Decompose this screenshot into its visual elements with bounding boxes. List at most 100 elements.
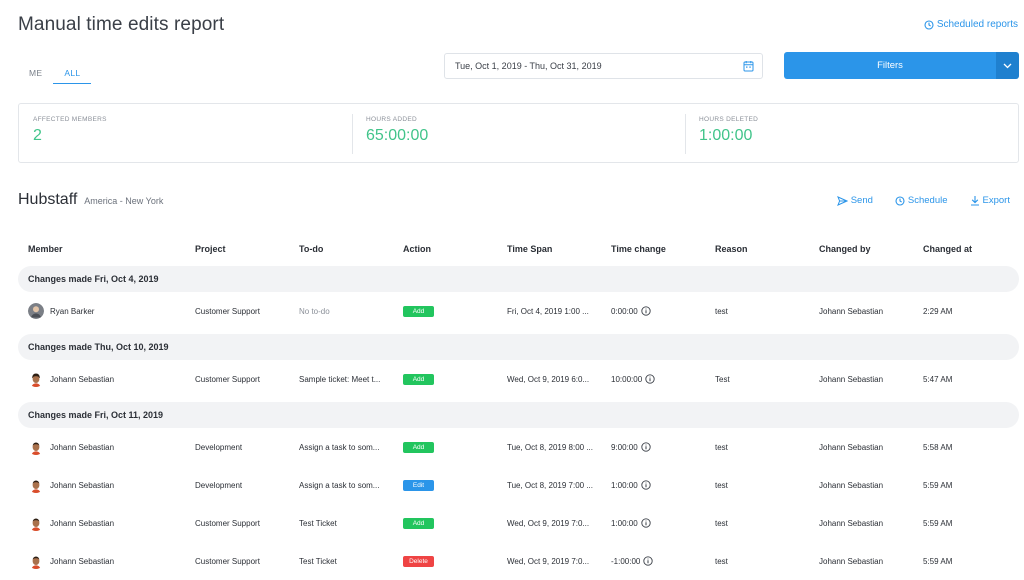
summary-panel: AFFECTED MEMBERS 2 HOURS ADDED 65:00:00 … xyxy=(18,103,1019,163)
todo-cell: Assign a task to som... xyxy=(299,480,380,490)
clock-icon xyxy=(895,195,905,206)
member-cell: Johann Sebastian xyxy=(18,439,185,455)
table-row[interactable]: Johann Sebastian Development Assign a ta… xyxy=(18,466,1019,504)
member-scope-tabs: ME ALL xyxy=(18,66,92,84)
time-change-cell: 1:00:00 xyxy=(601,480,705,490)
info-icon[interactable] xyxy=(641,480,651,490)
scheduled-reports-link[interactable]: Scheduled reports xyxy=(924,19,1018,30)
time-change-value: 0:00:00 xyxy=(611,306,638,316)
todo-cell: No to-do xyxy=(299,306,330,316)
project-cell: Customer Support xyxy=(195,518,260,528)
member-name: Johann Sebastian xyxy=(50,556,115,566)
time-span-cell: Wed, Oct 9, 2019 7:0... xyxy=(507,518,590,528)
column-header-time-span[interactable]: Time Span xyxy=(507,244,553,254)
project-cell: Development xyxy=(195,480,243,490)
reason-cell: test xyxy=(715,518,728,528)
action-badge: Delete xyxy=(403,555,434,567)
column-header-reason[interactable]: Reason xyxy=(715,244,748,254)
column-header-changed-at[interactable]: Changed at xyxy=(923,244,973,254)
changed-at-cell: 5:59 AM xyxy=(923,480,953,490)
filters-dropdown-toggle[interactable] xyxy=(996,52,1019,79)
column-header-todo[interactable]: To-do xyxy=(299,244,324,254)
action-badge: Add xyxy=(403,305,434,317)
affected-members-label: AFFECTED MEMBERS xyxy=(33,116,107,123)
hours-deleted-stat: HOURS DELETED 1:00:00 xyxy=(685,104,1018,162)
info-icon[interactable] xyxy=(641,306,651,316)
time-change-cell: 9:00:00 xyxy=(601,442,705,452)
info-icon[interactable] xyxy=(641,518,651,528)
export-label: Export xyxy=(982,195,1010,206)
reason-cell: Test xyxy=(715,374,730,384)
export-button[interactable]: Export xyxy=(970,195,1010,206)
tab-all[interactable]: ALL xyxy=(53,66,92,84)
time-change-value: -1:00:00 xyxy=(611,556,641,566)
time-change-value: 1:00:00 xyxy=(611,518,638,528)
tab-me[interactable]: ME xyxy=(29,68,43,78)
changed-at-cell: 5:59 AM xyxy=(923,518,953,528)
action-badge: Edit xyxy=(403,479,434,491)
column-header-changed-by[interactable]: Changed by xyxy=(819,244,871,254)
schedule-label: Schedule xyxy=(907,195,948,206)
info-icon[interactable] xyxy=(645,374,655,384)
time-change-cell: 0:00:00 xyxy=(601,306,705,316)
changed-at-cell: 5:59 AM xyxy=(923,556,953,566)
schedule-button[interactable]: Schedule xyxy=(895,195,948,206)
table-row[interactable]: Johann Sebastian Customer Support Sample… xyxy=(18,360,1019,398)
table-row[interactable]: Ryan Barker Customer Support No to-do Ad… xyxy=(18,292,1019,330)
scheduled-reports-label: Scheduled reports xyxy=(936,19,1018,30)
action-badge: Add xyxy=(403,441,434,453)
column-header-member[interactable]: Member xyxy=(28,244,63,254)
avatar xyxy=(28,439,44,455)
table-row[interactable]: Johann Sebastian Customer Support Test T… xyxy=(18,504,1019,542)
todo-cell: Test Ticket xyxy=(299,556,337,566)
project-cell: Customer Support xyxy=(195,306,260,316)
send-label: Send xyxy=(850,195,873,206)
reason-cell: test xyxy=(715,442,728,452)
time-change-value: 1:00:00 xyxy=(611,480,638,490)
date-range-picker[interactable]: Tue, Oct 1, 2019 - Thu, Oct 31, 2019 xyxy=(444,53,763,79)
member-cell: Johann Sebastian xyxy=(18,371,185,387)
column-header-time-change[interactable]: Time change xyxy=(611,244,666,254)
member-name: Johann Sebastian xyxy=(50,480,115,490)
send-button[interactable]: Send xyxy=(836,195,873,206)
time-change-value: 9:00:00 xyxy=(611,442,638,452)
member-name: Johann Sebastian xyxy=(50,442,115,452)
info-icon[interactable] xyxy=(641,442,651,452)
project-cell: Development xyxy=(195,442,243,452)
download-icon xyxy=(970,196,979,206)
hours-added-stat: HOURS ADDED 65:00:00 xyxy=(352,104,685,162)
changed-by-cell: Johann Sebastian xyxy=(819,374,884,384)
todo-cell: Sample ticket: Meet t... xyxy=(299,374,381,384)
action-badge: Add xyxy=(403,517,434,529)
calendar-icon xyxy=(743,61,754,72)
time-span-cell: Fri, Oct 4, 2019 1:00 ... xyxy=(507,306,589,316)
time-change-cell: 1:00:00 xyxy=(601,518,705,528)
column-header-project[interactable]: Project xyxy=(195,244,226,254)
todo-cell: Assign a task to som... xyxy=(299,442,380,452)
table-row[interactable]: Johann Sebastian Customer Support Test T… xyxy=(18,542,1019,580)
hours-added-value: 65:00:00 xyxy=(366,127,429,144)
time-change-cell: 10:00:00 xyxy=(601,374,705,384)
member-name: Johann Sebastian xyxy=(50,518,115,528)
avatar xyxy=(28,477,44,493)
clock-icon xyxy=(924,19,934,30)
changed-by-cell: Johann Sebastian xyxy=(819,480,884,490)
table-row[interactable]: Johann Sebastian Development Assign a ta… xyxy=(18,428,1019,466)
chevron-down-icon xyxy=(1003,63,1012,68)
group-header: Changes made Fri, Oct 4, 2019 xyxy=(18,266,1019,292)
organization-timezone: America - New York xyxy=(84,196,164,206)
member-name: Ryan Barker xyxy=(50,306,95,316)
avatar xyxy=(28,515,44,531)
hours-added-label: HOURS ADDED xyxy=(366,116,417,123)
changed-by-cell: Johann Sebastian xyxy=(819,556,884,566)
column-header-action[interactable]: Action xyxy=(403,244,431,254)
reason-cell: test xyxy=(715,306,728,316)
info-icon[interactable] xyxy=(643,556,654,566)
date-range-value: Tue, Oct 1, 2019 - Thu, Oct 31, 2019 xyxy=(455,61,602,71)
hours-deleted-label: HOURS DELETED xyxy=(699,116,759,123)
edits-table: Member Project To-do Action Time Span Ti… xyxy=(18,236,1019,580)
filters-button[interactable]: Filters xyxy=(784,52,996,79)
changed-by-cell: Johann Sebastian xyxy=(819,518,884,528)
reason-cell: test xyxy=(715,556,728,566)
reason-cell: test xyxy=(715,480,728,490)
